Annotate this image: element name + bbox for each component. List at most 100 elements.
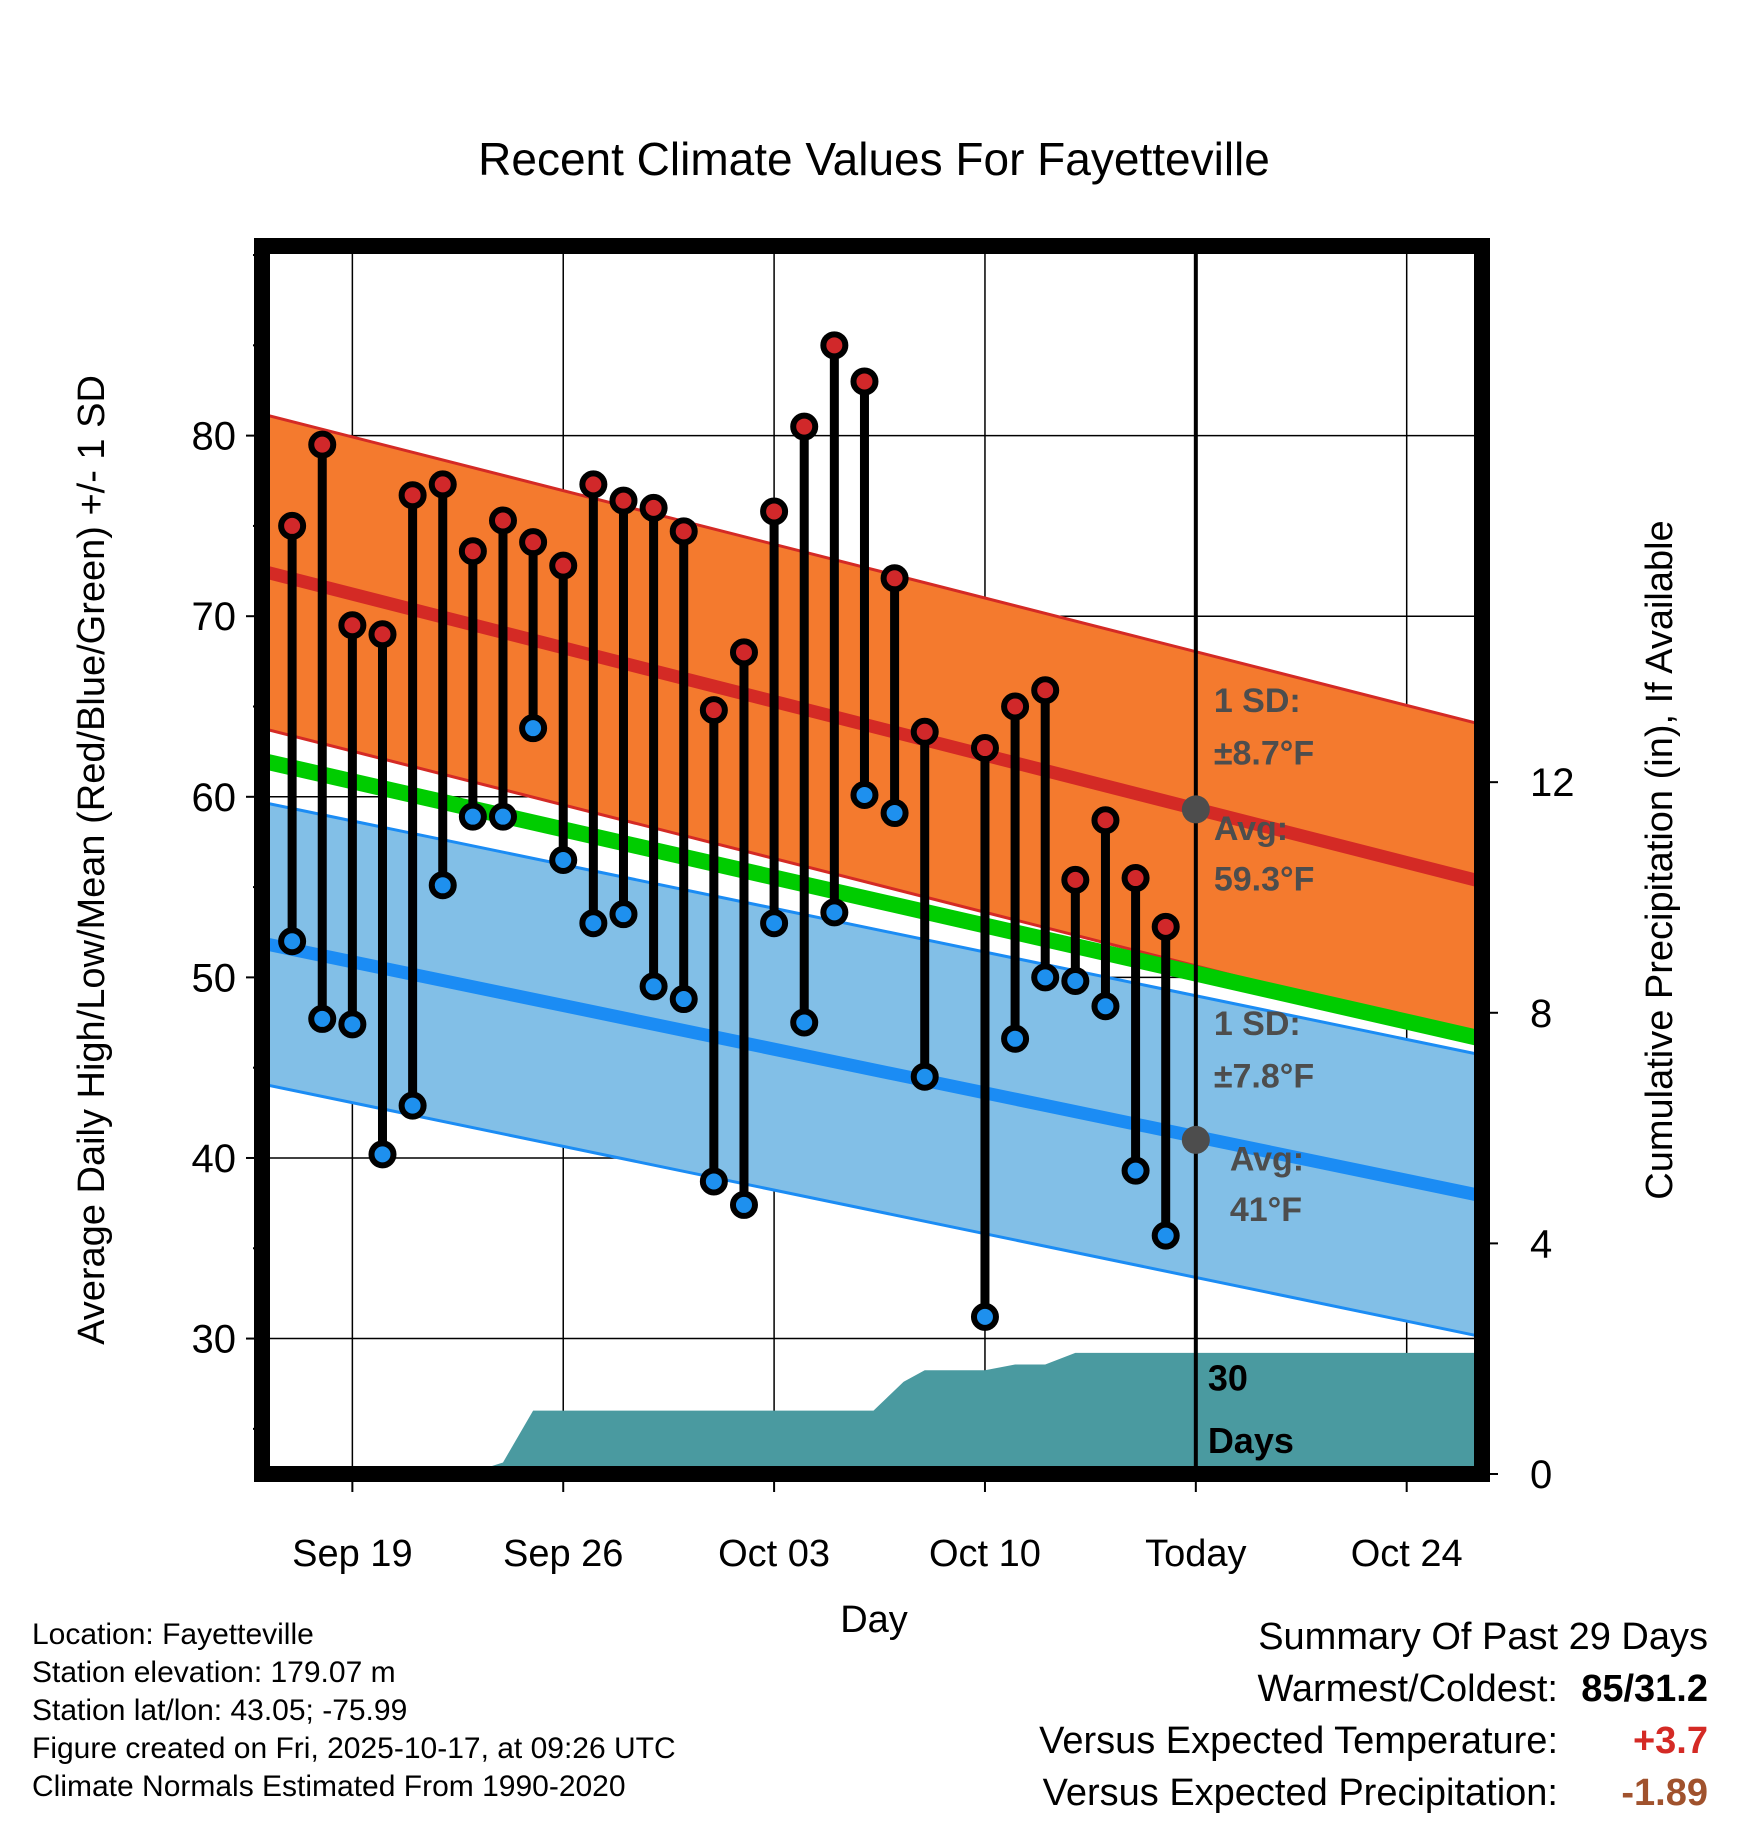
warmest-label: Warmest/Coldest: <box>1257 1668 1558 1710</box>
low-sd-label: 1 SD: <box>1214 1005 1301 1043</box>
low-point <box>609 900 638 929</box>
summary-title: Summary Of Past 29 Days <box>1258 1616 1708 1658</box>
station-info: Location: Fayetteville Station elevation… <box>32 1616 676 1806</box>
low-point <box>880 799 909 828</box>
location-text: Location: Fayetteville <box>32 1618 314 1651</box>
high-point <box>338 611 367 640</box>
low-point <box>1001 1024 1030 1053</box>
y-axis-label: Average Daily High/Low/Mean (Red/Blue/Gr… <box>71 375 113 1345</box>
low-point <box>850 780 879 809</box>
low-point <box>488 802 517 831</box>
y-tick-label: 40 <box>192 1137 237 1181</box>
high-point <box>669 517 698 546</box>
high-point <box>609 486 638 515</box>
low-avg-label: Avg: <box>1230 1141 1304 1179</box>
y-tick-label: 80 <box>192 415 237 459</box>
high-point <box>1151 912 1180 941</box>
summary-panel: Summary Of Past 29 Days Warmest/Coldest:… <box>808 1616 1708 1824</box>
high-point <box>1001 692 1030 721</box>
high-point <box>970 734 999 763</box>
elevation-text: Station elevation: 179.07 m <box>32 1656 396 1689</box>
low-point <box>308 1004 337 1033</box>
high-point <box>760 497 789 526</box>
y2-axis-label: Cumulative Precipitation (in), If Availa… <box>1639 520 1681 1199</box>
high-point <box>1031 676 1060 705</box>
high-point <box>519 528 548 557</box>
x-tick-label: Today <box>1145 1533 1246 1575</box>
high-point <box>1121 864 1150 893</box>
high-point <box>488 506 517 535</box>
chart-title: Recent Climate Values For Fayetteville <box>478 133 1270 185</box>
high-point <box>910 717 939 746</box>
high-point <box>1091 806 1120 835</box>
low-point <box>1151 1221 1180 1250</box>
low-point <box>519 714 548 743</box>
low-point <box>790 1008 819 1037</box>
low-point <box>910 1062 939 1091</box>
low-point <box>368 1140 397 1169</box>
high-point <box>428 470 457 499</box>
x-tick-label: Sep 26 <box>503 1533 623 1575</box>
high-point <box>1061 865 1090 894</box>
low-point <box>1091 992 1120 1021</box>
high-point <box>398 481 427 510</box>
y-tick-label: 60 <box>192 776 237 820</box>
x-tick-label: Oct 24 <box>1351 1533 1463 1575</box>
warmest-value: 85/31.2 <box>1581 1668 1708 1710</box>
precip-area <box>262 1352 1482 1474</box>
high-avg-label: Avg: <box>1214 810 1288 848</box>
days-word-label: Days <box>1208 1420 1294 1461</box>
high-point <box>880 564 909 593</box>
x-tick-label: Oct 10 <box>929 1533 1041 1575</box>
temp-label: Versus Expected Temperature: <box>1039 1720 1558 1762</box>
days-count-label: 30 <box>1208 1357 1248 1398</box>
low-point <box>278 927 307 956</box>
low-point <box>458 802 487 831</box>
low-point <box>1031 963 1060 992</box>
high-sd-value: ±8.7°F <box>1214 734 1314 772</box>
high-sd-label: 1 SD: <box>1214 682 1301 720</box>
y2-tick-label: 0 <box>1530 1453 1552 1497</box>
low-point <box>820 898 849 927</box>
high-point <box>820 331 849 360</box>
low-point <box>639 972 668 1001</box>
plot-frame <box>254 238 1490 1482</box>
low-point <box>428 871 457 900</box>
high-point <box>729 638 758 667</box>
plot-area: 1 SD: ±8.7°F Avg: 59.3°F 1 SD: ±7.8°F Avg: 41°F… <box>192 238 1575 1575</box>
latlon-text: Station lat/lon: 43.05; -75.99 <box>32 1694 408 1727</box>
high-point <box>368 620 397 649</box>
low-normal-line <box>262 936 1482 1203</box>
high-normal-line <box>262 564 1482 888</box>
low-point <box>729 1190 758 1219</box>
low-point <box>579 909 608 938</box>
low-point <box>1061 966 1090 995</box>
today-high-avg-marker <box>1181 795 1210 824</box>
low-point <box>970 1302 999 1331</box>
high-point <box>549 551 578 580</box>
high-point <box>458 537 487 566</box>
low-sd-value: ±7.8°F <box>1214 1058 1314 1096</box>
high-point <box>699 696 728 725</box>
high-point <box>579 470 608 499</box>
x-tick-label: Oct 03 <box>718 1533 830 1575</box>
low-point <box>669 985 698 1014</box>
high-point <box>850 367 879 396</box>
high-point <box>639 493 668 522</box>
x-tick-label: Sep 19 <box>292 1533 412 1575</box>
normals-text: Climate Normals Estimated From 1990-2020 <box>32 1770 626 1803</box>
y-tick-label: 30 <box>192 1318 237 1362</box>
temp-value: +3.7 <box>1632 1720 1708 1762</box>
y-tick-label: 70 <box>192 595 237 639</box>
high-point <box>278 511 307 540</box>
precip-value: -1.89 <box>1621 1772 1708 1814</box>
high-avg-value: 59.3°F <box>1214 861 1315 899</box>
high-point <box>790 412 819 441</box>
plot-content: 1 SD: ±8.7°F Avg: 59.3°F 1 SD: ±7.8°F Avg: 41°F… <box>262 246 1482 1474</box>
x-axis-label: Day <box>840 1599 908 1641</box>
today-low-avg-marker <box>1181 1125 1210 1154</box>
low-point <box>398 1091 427 1120</box>
low-point <box>1121 1156 1150 1185</box>
y2-tick-label: 4 <box>1530 1222 1552 1266</box>
